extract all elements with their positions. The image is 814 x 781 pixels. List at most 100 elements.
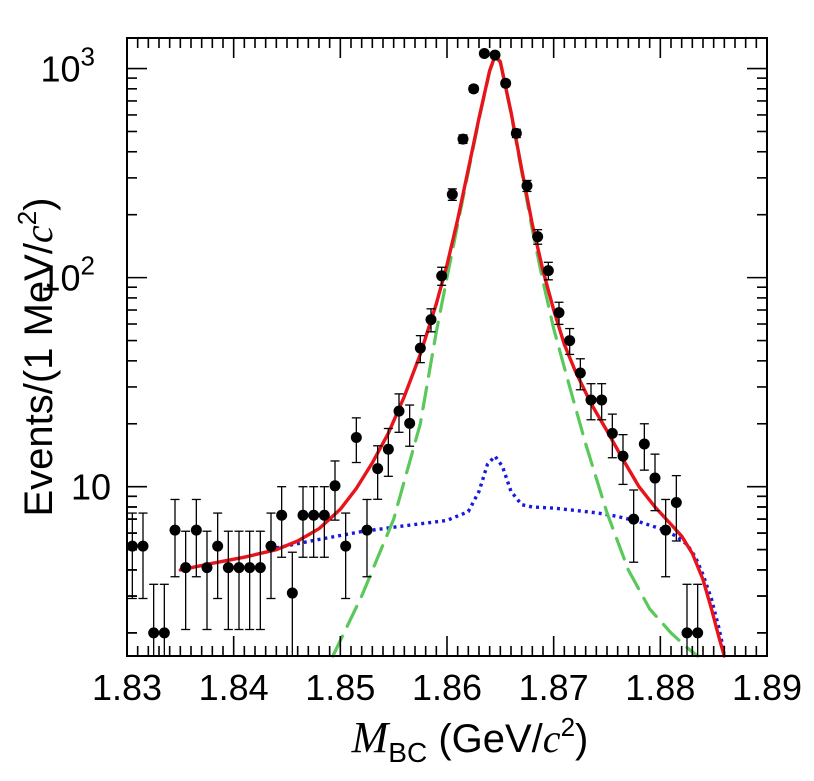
data-marker xyxy=(606,427,618,439)
data-marker xyxy=(564,335,576,347)
fit-curve-background xyxy=(275,454,726,654)
x-tick-label: 1.85 xyxy=(305,667,375,708)
data-marker xyxy=(692,627,704,639)
fit-curve-signal xyxy=(331,55,700,658)
data-marker xyxy=(158,627,170,639)
data-point xyxy=(148,583,160,657)
data-marker xyxy=(222,562,234,574)
data-marker xyxy=(436,270,448,282)
data-marker xyxy=(265,540,277,552)
data-point xyxy=(510,127,522,139)
data-marker xyxy=(649,472,661,484)
data-marker xyxy=(201,562,213,574)
data-point xyxy=(361,498,373,578)
data-marker xyxy=(574,367,586,379)
data-marker xyxy=(340,540,352,552)
data-marker xyxy=(532,231,544,243)
data-point xyxy=(457,133,469,145)
data-marker xyxy=(308,509,320,521)
x-tick-label: 1.86 xyxy=(412,667,482,708)
x-axis-label: MBC (GeV/c2) xyxy=(351,712,589,768)
data-marker xyxy=(329,480,341,492)
data-point xyxy=(596,383,608,421)
data-marker xyxy=(617,450,629,462)
data-point xyxy=(126,512,138,600)
data-point xyxy=(585,383,597,421)
data-point xyxy=(489,49,501,61)
data-point xyxy=(169,498,181,578)
data-marker xyxy=(553,307,565,319)
data-point xyxy=(244,530,256,631)
data-marker xyxy=(596,394,608,406)
data-point xyxy=(436,266,448,286)
data-marker xyxy=(681,627,693,639)
data-point xyxy=(404,404,416,447)
data-marker xyxy=(425,314,437,326)
data-marker xyxy=(404,417,416,429)
data-point xyxy=(372,445,384,500)
data-point xyxy=(350,417,362,464)
data-point xyxy=(340,512,352,600)
data-point xyxy=(393,393,405,433)
data-marker xyxy=(126,540,138,552)
data-marker xyxy=(180,562,192,574)
data-point xyxy=(297,486,309,558)
data-point xyxy=(681,583,693,657)
data-point xyxy=(628,489,640,563)
data-marker xyxy=(457,133,469,145)
data-marker xyxy=(446,188,458,200)
data-marker xyxy=(382,443,394,455)
y-tick-label: 10 xyxy=(71,467,111,508)
x-tick-label: 1.89 xyxy=(732,667,802,708)
data-point xyxy=(574,358,586,391)
data-marker xyxy=(393,405,405,417)
data-point xyxy=(382,427,394,477)
data-point xyxy=(660,498,672,578)
data-marker xyxy=(638,438,650,450)
data-point xyxy=(286,551,298,657)
data-point xyxy=(532,229,544,245)
data-point xyxy=(308,486,320,558)
data-point xyxy=(158,583,170,657)
data-marker xyxy=(148,627,160,639)
data-point xyxy=(521,179,533,193)
data-point xyxy=(201,530,213,631)
axis-ticks: 1.83 1.84 1.85 1.86 1.87 1.88 1.89 10 102 103 xyxy=(40,38,802,708)
x-tick-label: 1.84 xyxy=(199,667,269,708)
data-marker xyxy=(414,342,426,354)
data-point xyxy=(222,530,234,631)
data-point xyxy=(425,308,437,333)
data-point xyxy=(500,77,512,89)
data-point xyxy=(649,453,661,512)
data-point xyxy=(329,460,341,521)
data-point xyxy=(468,83,480,95)
data-point xyxy=(137,512,149,600)
data-point xyxy=(276,486,288,558)
data-point xyxy=(180,530,192,631)
data-point xyxy=(414,335,426,364)
data-marker xyxy=(468,83,480,95)
data-point xyxy=(542,261,554,281)
data-point xyxy=(617,434,629,486)
data-marker xyxy=(628,513,640,525)
data-marker xyxy=(233,562,245,574)
data-point xyxy=(638,423,650,471)
data-marker xyxy=(276,509,288,521)
data-point xyxy=(190,498,202,578)
plot-frame xyxy=(126,37,768,657)
data-point xyxy=(265,512,277,600)
data-marker xyxy=(318,509,330,521)
data-marker xyxy=(478,48,490,60)
data-point xyxy=(318,486,330,558)
data-marker xyxy=(350,431,362,443)
y-axis-label: Events/(1 MeV/c2) xyxy=(12,198,61,517)
data-marker xyxy=(500,77,512,89)
data-marker xyxy=(660,524,672,536)
data-marker xyxy=(670,497,682,509)
data-point xyxy=(692,583,704,657)
y-tick-label: 103 xyxy=(40,42,95,90)
data-marker xyxy=(297,509,309,521)
data-marker xyxy=(585,394,597,406)
data-point xyxy=(254,530,266,631)
